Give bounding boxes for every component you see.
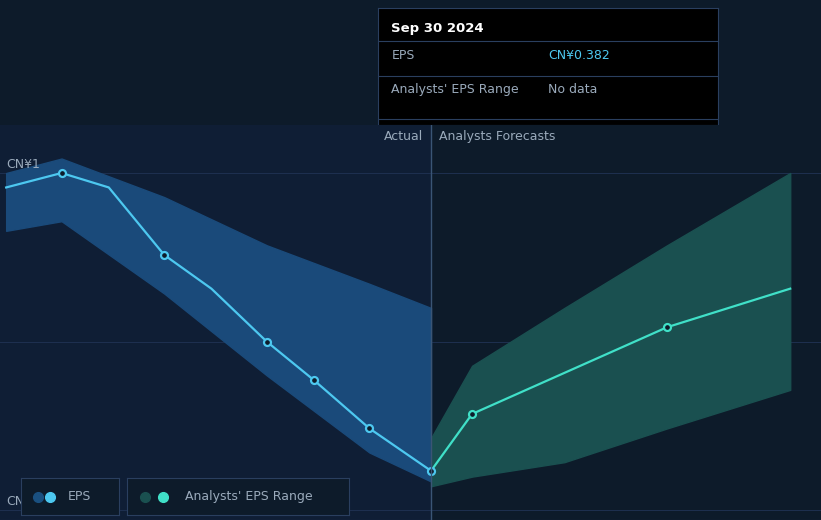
Text: EPS: EPS	[392, 49, 415, 62]
Text: Analysts' EPS Range: Analysts' EPS Range	[185, 490, 313, 503]
Text: No data: No data	[548, 83, 598, 96]
Text: CN¥0.3: CN¥0.3	[6, 495, 52, 508]
Text: Sep 30 2024: Sep 30 2024	[392, 22, 484, 35]
Text: CN¥0.382: CN¥0.382	[548, 49, 610, 62]
Text: Actual: Actual	[383, 129, 423, 142]
Bar	[0, 125, 431, 520]
Text: EPS: EPS	[68, 490, 91, 503]
Text: CN¥1: CN¥1	[6, 158, 40, 171]
Text: Analysts Forecasts: Analysts Forecasts	[439, 129, 556, 142]
Text: Analysts' EPS Range: Analysts' EPS Range	[392, 83, 519, 96]
